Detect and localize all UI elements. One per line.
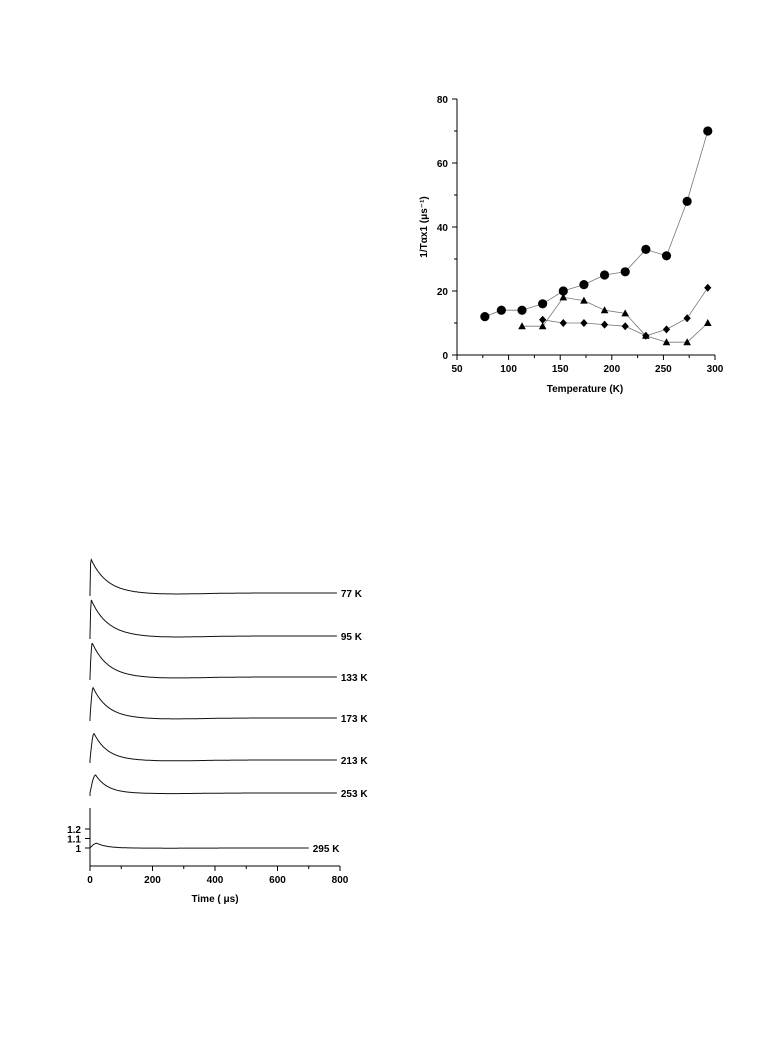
trace-line: [89, 599, 337, 639]
data-point-circle: [538, 299, 548, 309]
trace-line: [89, 842, 309, 851]
trace-label: 295 K: [313, 844, 340, 855]
chart1-y-tick-label: 0: [442, 351, 448, 362]
chart1-x-tick-label: 150: [552, 364, 569, 375]
chart2-x-tick-label: 600: [269, 875, 286, 886]
chart1-y-tick-label: 20: [437, 287, 449, 298]
data-point-triangle: [518, 322, 526, 330]
chart1-y-tick-label: 40: [437, 223, 449, 234]
chart2-ticks: 0 200 400 600 800 11.11.2: [67, 825, 349, 886]
data-point-triangle: [703, 319, 712, 326]
chart2-y-tick-label: 1: [75, 844, 81, 855]
data-point-diamond: [662, 325, 671, 334]
chart1-y-tick-label: 60: [437, 159, 449, 170]
trace-line: [89, 774, 337, 796]
chart1-x-tick-label: 50: [451, 364, 463, 375]
data-point-circle: [496, 305, 506, 315]
data-point-circle: [579, 280, 589, 290]
data-point-circle: [517, 305, 527, 315]
data-point-triangle: [642, 331, 650, 339]
chart2-y-tick-label: 1.2: [67, 825, 81, 836]
chart1-points: [480, 126, 713, 346]
data-point-circle: [620, 267, 630, 277]
trace-label: 173 K: [341, 714, 368, 725]
data-point-diamond: [704, 283, 712, 292]
trace-label: 213 K: [341, 756, 368, 767]
data-point-triangle: [662, 338, 671, 346]
data-point-diamond: [580, 319, 588, 327]
chart1-y-tick-label: 80: [437, 95, 449, 106]
data-point-circle: [599, 270, 610, 280]
chart2-x-tick-label: 200: [144, 875, 161, 886]
chart2-x-axis-label: Time ( μs): [191, 894, 238, 905]
relaxation-rate-chart: 50 100 150 200 250 300 0 20 40 60 80 Temperature (…: [419, 95, 724, 395]
chart1-axes: [456, 99, 715, 356]
chart1-x-tick-label: 200: [603, 364, 620, 375]
data-point-triangle: [580, 296, 588, 304]
chart1-x-tick-label: 100: [500, 364, 517, 375]
chart2-x-tick-label: 0: [87, 875, 93, 886]
data-point-circle: [480, 312, 490, 322]
chart2-axes: [89, 808, 340, 867]
data-point-diamond: [621, 322, 629, 331]
trace-line: [89, 557, 337, 596]
chart1-ticks: 50 100 150 200 250 300 0 20 40 60 80: [437, 95, 724, 375]
trace-label: 77 K: [341, 589, 363, 600]
trace-line: [89, 686, 337, 721]
chart2-trace-labels: 77 K 95 K 133 K 173 K 213 K 253 K 295 K: [313, 589, 369, 855]
chart1-x-tick-label: 300: [707, 364, 724, 375]
chart2-traces: [89, 557, 337, 851]
data-point-circle: [703, 126, 713, 136]
data-point-triangle: [621, 309, 630, 317]
data-point-triangle: [683, 338, 691, 346]
data-point-diamond: [600, 320, 609, 329]
chart1-x-tick-label: 250: [655, 364, 672, 375]
data-point-triangle: [559, 293, 568, 301]
trace-label: 253 K: [341, 789, 368, 800]
data-point-circle: [641, 244, 651, 254]
data-point-circle: [558, 286, 568, 296]
chart2-x-tick-label: 800: [332, 875, 349, 886]
data-point-diamond: [683, 314, 691, 323]
data-point-triangle: [600, 306, 609, 314]
trace-line: [89, 732, 337, 763]
trace-line: [89, 643, 337, 680]
data-point-circle: [682, 196, 692, 206]
trace-label: 95 K: [341, 632, 363, 643]
data-point-diamond: [559, 319, 567, 327]
chart2-y-tick-label: 1.1: [67, 835, 81, 846]
data-point-triangle: [538, 322, 547, 330]
data-point-diamond: [539, 315, 547, 324]
data-point-circle: [661, 251, 672, 261]
series-triangle-line: [522, 296, 709, 343]
chart2-x-tick-label: 400: [207, 875, 224, 886]
series-circle-line: [484, 130, 709, 317]
time-traces-chart: 0 200 400 600 800 11.11.2 77 K 95 K 133 K 173 K 2…: [67, 557, 369, 905]
chart1-x-axis-label: Temperature (K): [547, 384, 624, 395]
chart1-y-axis-label: 1/Tαx1 (μs⁻¹): [419, 196, 430, 257]
trace-label: 133 K: [341, 673, 368, 684]
